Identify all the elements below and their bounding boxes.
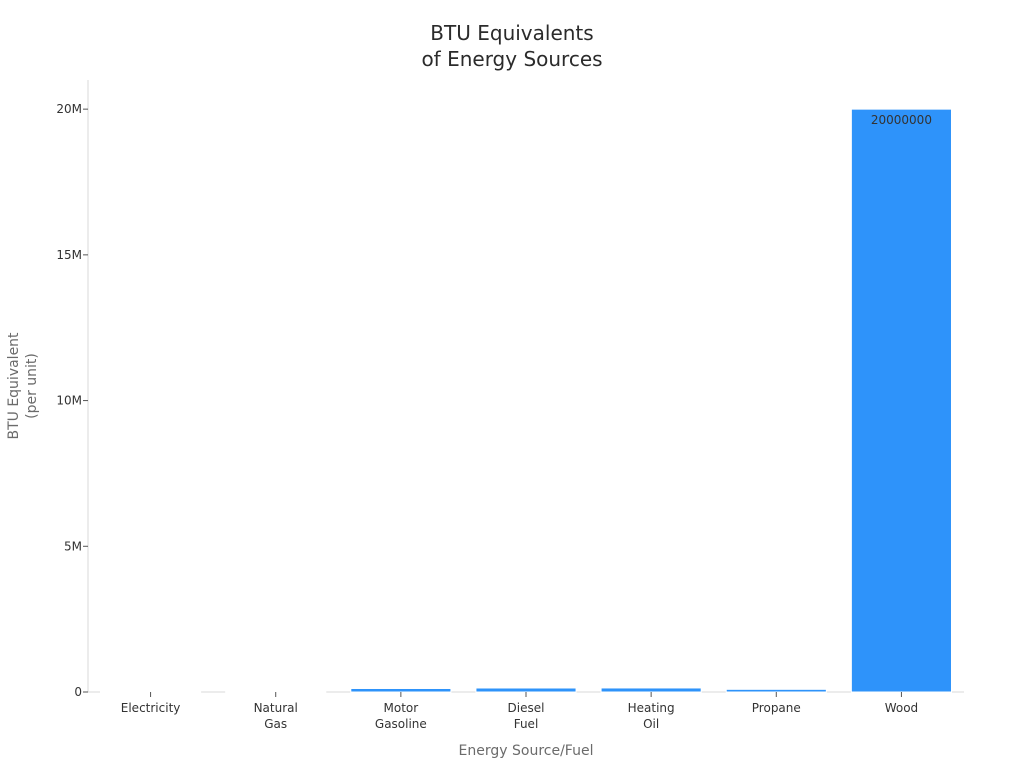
x-tick-label: Gasoline: [375, 717, 427, 731]
plot-area: 0 5M 10M 15M 20M Electricity Natural Gas Motor Ga…: [56, 80, 964, 731]
y-tick-label: 0: [74, 685, 82, 699]
x-tick-label: Wood: [885, 701, 918, 715]
x-tick-label: Oil: [643, 717, 659, 731]
bar: [350, 687, 452, 693]
bar: [725, 688, 827, 693]
y-tick-label: 20M: [56, 102, 82, 116]
y-axis-label-line-1: BTU Equivalent: [6, 332, 22, 440]
bar: [850, 108, 952, 693]
y-axis-label: BTU Equivalent (per unit): [6, 332, 40, 440]
y-tick-label: 15M: [56, 248, 82, 262]
x-tick-label: Propane: [752, 701, 801, 715]
chart-title-line-2: of Energy Sources: [421, 47, 602, 71]
x-tick-label: Gas: [264, 717, 287, 731]
y-tick-label: 10M: [56, 394, 82, 408]
x-tick-label: Natural: [254, 701, 298, 715]
bar: [600, 687, 702, 693]
x-tick-label: Heating: [628, 701, 675, 715]
x-tick-label: Motor: [384, 701, 419, 715]
bar-data-label: 20000000: [871, 113, 932, 127]
chart-title-line-1: BTU Equivalents: [430, 21, 593, 45]
bar: [475, 687, 577, 693]
x-tick-label: Diesel: [508, 701, 545, 715]
y-axis-label-line-2: (per unit): [24, 353, 40, 419]
x-tick-label: Electricity: [121, 701, 181, 715]
y-tick-label: 5M: [64, 539, 82, 553]
x-axis-label: Energy Source/Fuel: [459, 743, 594, 759]
x-tick-label: Fuel: [514, 717, 539, 731]
